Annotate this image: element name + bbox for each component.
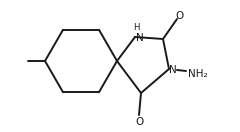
Text: O: O [135, 117, 143, 127]
Text: H: H [133, 23, 139, 32]
Text: N: N [169, 65, 177, 75]
Text: O: O [176, 11, 184, 21]
Text: N: N [136, 33, 144, 43]
Text: NH₂: NH₂ [188, 69, 208, 79]
